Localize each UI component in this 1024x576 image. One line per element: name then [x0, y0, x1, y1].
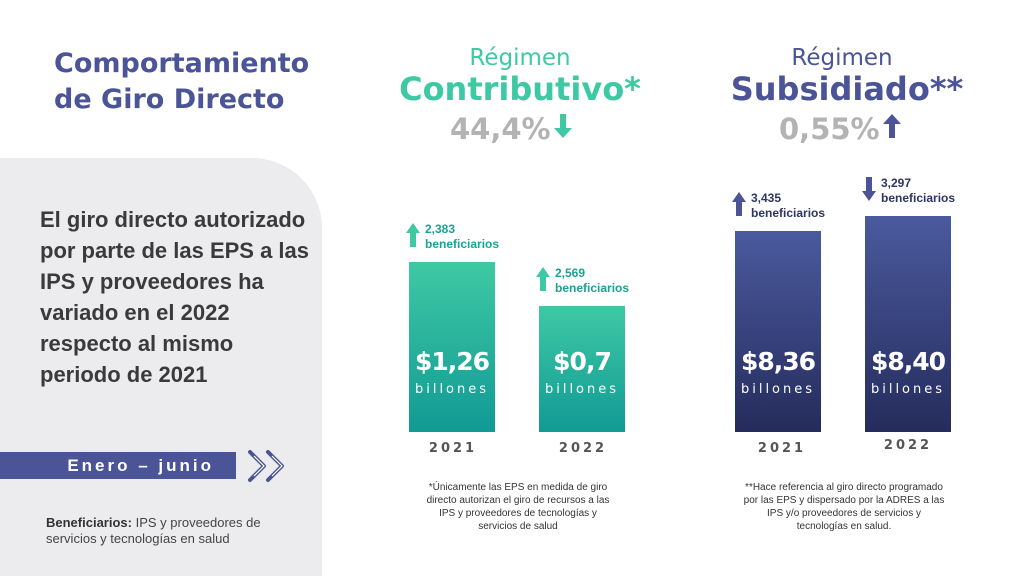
left-panel — [0, 158, 322, 576]
bar-subsidiado-2022: $8,40 billones — [865, 216, 951, 432]
beneficiaries-label: Beneficiarios: — [46, 515, 132, 530]
bar-annotation: 3,435 beneficiarios — [731, 191, 825, 221]
x-tick-label: 2022 — [883, 438, 933, 453]
subsidiado-change-value: 0,55% — [779, 112, 880, 146]
x-tick-label: 2021 — [757, 441, 807, 456]
bar-unit-label: billones — [414, 382, 490, 397]
arrow-up-icon — [732, 192, 746, 217]
bar-value-label: $8,40 — [870, 347, 946, 376]
bar-value-label: $0,7 — [553, 347, 612, 376]
bar-contributivo-2021: $1,26 billones — [409, 262, 495, 432]
bar-value-label: $8,36 — [740, 346, 816, 376]
beneficiaries-note: Beneficiarios: IPS y proveedores de serv… — [46, 515, 306, 547]
beneficiaries-count: 3,435 beneficiarios — [751, 191, 826, 221]
subsidiado-title: Subsidiado** — [730, 70, 964, 108]
contributivo-regimen-label: Régimen — [469, 45, 571, 71]
x-tick-label: 2022 — [558, 441, 608, 456]
arrow-down-icon — [862, 177, 876, 201]
contributivo-change-value: 44,4% — [450, 112, 551, 146]
bar-value-label: $1,26 — [414, 347, 490, 376]
beneficiaries-count: 2,383 beneficiarios — [425, 222, 500, 251]
beneficiaries-count: 2,569 beneficiarios — [555, 266, 630, 295]
arrow-up-icon — [406, 223, 420, 247]
arrow-down-icon — [553, 112, 573, 146]
subsidiado-footnote: **Hace referencia al giro directo progra… — [743, 482, 945, 532]
bar-contributivo-2022: $0,7 billones — [539, 306, 625, 432]
subsidiado-regimen-label: Régimen — [791, 45, 893, 71]
beneficiaries-text: IPS y proveedores de servicios y tecnolo… — [46, 515, 261, 546]
bar-annotation: 2,569 beneficiarios — [535, 266, 629, 296]
bar-annotation: 3,297 beneficiarios — [861, 176, 955, 206]
beneficiaries-count: 3,297 beneficiarios — [881, 176, 956, 205]
contributivo-change: 44,4% — [450, 112, 573, 146]
bar-unit-label: billones — [740, 381, 816, 397]
bar-subsidiado-2021: $8,36 billones — [735, 231, 821, 432]
contributivo-footnote: *Únicamente las EPS en medida de giro di… — [426, 482, 610, 532]
double-chevron-right-icon — [246, 449, 296, 488]
bar-unit-label: billones — [544, 382, 620, 397]
description-text: El giro directo autorizado por parte de … — [40, 207, 310, 387]
page-title: Comportamiento de Giro Directo — [54, 48, 310, 115]
period-banner: Enero – junio — [0, 452, 236, 479]
arrow-up-icon — [536, 267, 550, 291]
subsidiado-change: 0,55% — [779, 112, 902, 146]
x-tick-label: 2021 — [428, 441, 478, 456]
arrow-up-icon — [882, 112, 902, 146]
bar-annotation: 2,383 beneficiarios — [405, 222, 499, 252]
bar-unit-label: billones — [870, 382, 946, 397]
contributivo-title: Contributivo* — [399, 70, 641, 108]
